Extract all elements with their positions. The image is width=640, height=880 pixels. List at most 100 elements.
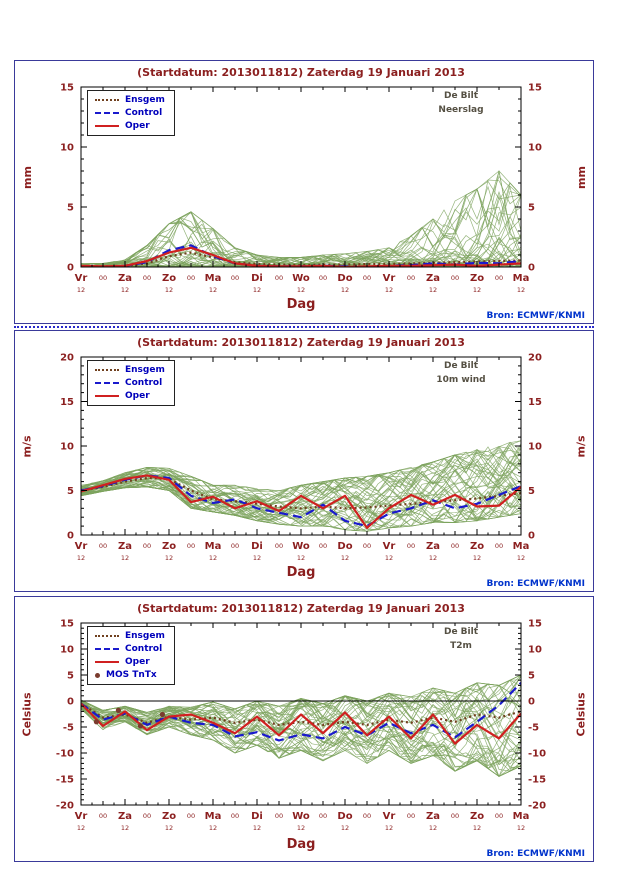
svg-text:15: 15 [60,619,74,630]
svg-text:5: 5 [67,671,74,682]
variable-name: T2m [450,641,472,652]
svg-text:5: 5 [528,486,535,497]
svg-text:12: 12 [341,554,349,562]
svg-text:0: 0 [528,263,535,274]
y-axis-label-text: mm [20,165,34,189]
svg-text:5: 5 [528,671,535,682]
legend-item: Ensgem [95,365,165,375]
svg-text:12: 12 [385,286,393,294]
svg-text:15: 15 [528,83,542,94]
svg-text:Vr: Vr [383,273,396,284]
svg-text:12: 12 [77,286,85,294]
chart-panel-precipitation: 0 0 5 5 10 10 15 15 Vr 12 00 Za 12 00 Zo 12 00 Ma 12 00 Di 12… [14,60,594,324]
svg-text:00: 00 [143,542,151,550]
y-axis-label-right: m/s [573,357,589,535]
svg-text:00: 00 [319,812,327,820]
svg-text:0: 0 [528,697,535,708]
svg-text:15: 15 [528,397,542,408]
station-name: De Bilt [443,91,479,101]
svg-text:Ma: Ma [513,811,530,822]
svg-text:15: 15 [528,619,542,630]
svg-text:00: 00 [99,274,107,282]
station-name: De Bilt [443,627,479,637]
svg-text:Ma: Ma [205,541,222,552]
svg-text:00: 00 [231,812,239,820]
svg-text:Ma: Ma [205,811,222,822]
svg-text:12: 12 [165,286,173,294]
legend-dotted-line-sample [95,99,119,101]
station-label: De Bilt T2m [411,625,511,654]
svg-text:12: 12 [473,554,481,562]
svg-text:00: 00 [363,812,371,820]
y-axis-label-right: Celsius [573,623,589,805]
svg-text:Wo: Wo [292,811,310,822]
svg-text:00: 00 [231,274,239,282]
svg-text:12: 12 [253,286,261,294]
svg-text:-20: -20 [528,801,546,812]
legend-item: MOS TnTx [95,670,165,680]
legend-dashed-line-sample [95,648,119,650]
svg-text:20: 20 [528,353,542,364]
svg-text:12: 12 [121,286,129,294]
svg-text:12: 12 [165,554,173,562]
svg-text:5: 5 [67,203,74,214]
svg-text:12: 12 [253,824,261,832]
svg-text:Do: Do [337,273,352,284]
variable-name: 10m wind [436,375,486,386]
legend-label: MOS TnTx [106,670,157,680]
legend-label: Control [125,644,163,654]
y-axis-label-text: Celsius [20,692,34,736]
legend-item: Control [95,644,165,654]
svg-text:Za: Za [426,811,440,822]
svg-text:Za: Za [118,541,132,552]
svg-text:0: 0 [67,531,74,542]
svg-text:Za: Za [118,811,132,822]
legend-item: Ensgem [95,95,165,105]
y-axis-label-left: m/s [19,357,35,535]
station-label: De Bilt Neerslag [411,89,511,118]
legend-label: Oper [125,121,150,131]
svg-text:12: 12 [517,554,525,562]
legend-item: Oper [95,657,165,667]
svg-text:00: 00 [187,274,195,282]
svg-text:12: 12 [77,554,85,562]
source-credit: Bron: ECMWF/KNMI [486,579,585,589]
svg-text:Za: Za [426,273,440,284]
svg-text:10: 10 [60,442,74,453]
svg-text:12: 12 [77,824,85,832]
svg-text:00: 00 [407,274,415,282]
svg-text:00: 00 [363,274,371,282]
svg-text:Ma: Ma [205,273,222,284]
svg-text:Vr: Vr [383,811,396,822]
svg-text:Ma: Ma [513,273,530,284]
svg-text:00: 00 [187,812,195,820]
legend-solid-line-sample [95,661,119,663]
svg-text:0: 0 [528,531,535,542]
svg-text:Zo: Zo [162,541,176,552]
source-credit: Bron: ECMWF/KNMI [486,849,585,859]
svg-text:Za: Za [426,541,440,552]
legend-item: Ensgem [95,631,165,641]
svg-text:12: 12 [385,824,393,832]
svg-text:00: 00 [363,542,371,550]
svg-text:12: 12 [429,824,437,832]
svg-text:12: 12 [209,824,217,832]
svg-text:12: 12 [165,824,173,832]
svg-text:Zo: Zo [470,541,484,552]
svg-text:Di: Di [251,811,263,822]
legend-dotted-line-sample [95,369,119,371]
svg-text:12: 12 [429,286,437,294]
svg-text:Vr: Vr [75,811,88,822]
chart-panel-temperature: -20 -20 -15 -15 -10 -10 -5 -5 0 0 5 5 10 10 15 15 Vr 12 00… [14,596,594,862]
svg-text:12: 12 [121,824,129,832]
chart-panel-wind: 0 0 5 5 10 10 15 15 20 20 Vr 12 00 Za 12 00 Zo 12 00 Ma 12 00… [14,330,594,592]
svg-text:Vr: Vr [75,273,88,284]
legend-solid-line-sample [95,395,119,397]
svg-text:12: 12 [517,824,525,832]
legend-label: Control [125,108,163,118]
legend-dashed-line-sample [95,382,119,384]
svg-text:10: 10 [528,143,542,154]
